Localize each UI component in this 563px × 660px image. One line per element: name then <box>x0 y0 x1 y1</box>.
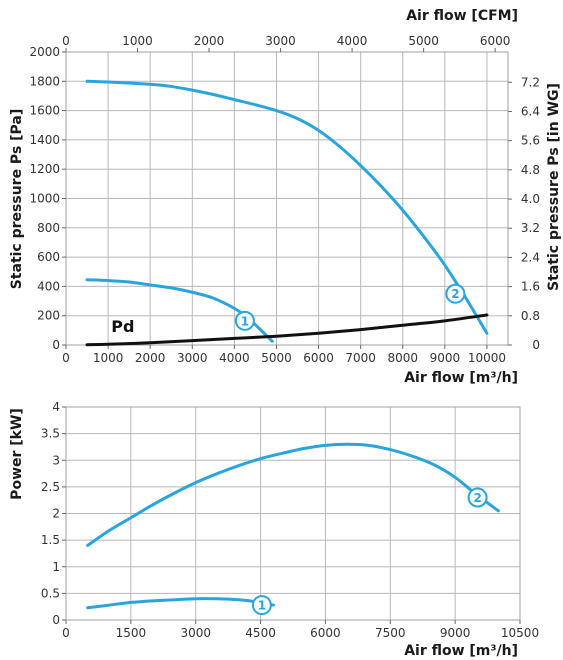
power-x-tick-label: 6000 <box>310 626 341 640</box>
pressure-y-ticks: 0 200 400 600 800 1000 1200 1400 1600 1800 2000 <box>29 45 66 352</box>
pressure-series <box>85 79 489 347</box>
pressure-curve-2 <box>85 79 489 335</box>
pressure-y-tick-label: 200 <box>37 309 60 323</box>
inwg-tick-label: 4.0 <box>521 192 540 206</box>
static-pressure-chart: 0 1000 2000 3000 4000 5000 6000 7000 8000 9000 100… <box>9 8 562 386</box>
power-grid <box>66 407 520 620</box>
inwg-tick-label: 0 <box>532 338 540 352</box>
power-y-tick-label: 1.5 <box>41 533 60 547</box>
power-curve-2 <box>86 442 500 547</box>
cfm-tick-label: 2000 <box>194 34 225 48</box>
pressure-y-tick-label: 0 <box>52 338 60 352</box>
pressure-curve-marker-label: 1 <box>241 314 249 328</box>
power-y-ticks: 0 0.5 1 1.5 2 2.5 3 3.5 4 <box>41 400 66 627</box>
cfm-axis-label: Air flow [CFM] <box>406 8 518 24</box>
pressure-annotations: 1 2 Pd <box>111 283 466 336</box>
pressure-x-ticks: 0 1000 2000 3000 4000 5000 6000 7000 8000 9000 100… <box>62 345 506 365</box>
pressure-x-tick-label: 2000 <box>135 351 166 365</box>
power-y-axis-label: Power [kW] <box>9 408 25 500</box>
pressure-x-tick-label: 5000 <box>261 351 292 365</box>
power-y-tick-label: 4 <box>52 400 60 414</box>
pressure-y-tick-label: 600 <box>37 250 60 264</box>
power-x-tick-label: 9000 <box>440 626 471 640</box>
power-curve-marker-label: 1 <box>258 599 266 613</box>
power-series <box>86 442 500 610</box>
pressure-x-tick-label: 1000 <box>93 351 124 365</box>
cfm-tick-label: 5000 <box>408 34 439 48</box>
inwg-tick-label: 0.8 <box>521 309 540 323</box>
pressure-x-tick-label: 7000 <box>345 351 376 365</box>
pd-curve-label: Pd <box>111 317 134 336</box>
pressure-curve-marker-circle <box>234 310 255 331</box>
pressure-y-tick-label: 2000 <box>29 45 60 59</box>
inwg-tick-label: 1.6 <box>521 280 540 294</box>
power-chart: 0 1500 3000 4500 6000 7500 9000 10500 0 0.5 1 1.5 2… <box>9 400 539 659</box>
power-x-tick-label: 3000 <box>180 626 211 640</box>
power-x-tick-label: 10500 <box>501 626 539 640</box>
inwg-tick-label: 3.2 <box>521 221 540 235</box>
power-annotations: 12 <box>251 487 488 616</box>
pressure-y-tick-label: 400 <box>37 279 60 293</box>
power-y-tick-label: 1 <box>52 560 60 574</box>
power-x-tick-label: 7500 <box>375 626 406 640</box>
pressure-curve-marker-label: 2 <box>451 287 459 301</box>
pressure-x-tick-label: 6000 <box>303 351 334 365</box>
power-curve-marker-label: 2 <box>473 491 481 505</box>
power-x-tick-label: 0 <box>62 626 70 640</box>
power-curve-marker-circle <box>251 595 272 616</box>
pressure-y-tick-label: 1000 <box>29 192 60 206</box>
pressure-curve-marker-circle <box>445 283 466 304</box>
power-x-axis-label: Air flow [m³/h] <box>404 643 518 659</box>
power-x-tick-label: 1500 <box>116 626 147 640</box>
inwg-tick-label: 6.4 <box>521 104 540 118</box>
pressure-y-axis-label: Static pressure Ps [Pa] <box>9 109 25 290</box>
pressure-x-tick-label: 9000 <box>430 351 461 365</box>
inwg-tick-label: 2.4 <box>521 250 540 264</box>
pressure-x-tick-label: 3000 <box>177 351 208 365</box>
inwg-tick-label: 4.8 <box>521 163 540 177</box>
power-curve-marker-circle <box>467 487 488 508</box>
pressure-cfm-ticks: 0 1000 2000 3000 4000 5000 6000 <box>62 34 510 52</box>
cfm-tick-label: 6000 <box>480 34 511 48</box>
power-y-tick-label: 0.5 <box>41 586 60 600</box>
cfm-tick-label: 4000 <box>337 34 368 48</box>
power-y-tick-label: 3 <box>52 453 60 467</box>
pressure-y-tick-label: 800 <box>37 221 60 235</box>
power-x-tick-label: 4500 <box>245 626 276 640</box>
pressure-y-tick-label: 1200 <box>29 162 60 176</box>
pressure-x-tick-label: 10000 <box>468 351 506 365</box>
power-y-tick-label: 2 <box>52 507 60 521</box>
pressure-y-tick-label: 1600 <box>29 104 60 118</box>
pressure-x-axis-label: Air flow [m³/h] <box>404 370 518 386</box>
cfm-tick-label: 0 <box>62 34 70 48</box>
power-y-tick-label: 3.5 <box>41 427 60 441</box>
inwg-tick-label: 7.2 <box>521 75 540 89</box>
power-curve-1 <box>86 597 276 610</box>
pressure-x-tick-label: 8000 <box>387 351 418 365</box>
power-y-tick-label: 2.5 <box>41 480 60 494</box>
cfm-tick-label: 1000 <box>122 34 153 48</box>
pressure-x-tick-label: 4000 <box>219 351 250 365</box>
pressure-grid <box>66 52 508 345</box>
pressure-x-tick-label: 0 <box>62 351 70 365</box>
power-x-ticks: 0 1500 3000 4500 6000 7500 9000 10500 <box>62 620 539 640</box>
pressure-y-tick-label: 1400 <box>29 133 60 147</box>
pressure-y-tick-label: 1800 <box>29 74 60 88</box>
inwg-tick-label: 5.6 <box>521 134 540 148</box>
inwg-y-axis-label: Static pressure Ps [in WG] <box>546 83 562 291</box>
power-y-tick-label: 0 <box>52 613 60 627</box>
pressure-inwg-ticks: 0 0.8 1.6 2.4 3.2 4.0 4.8 5.6 6.4 7.2 <box>508 75 540 352</box>
pressure-curve-pd <box>85 313 489 347</box>
cfm-tick-label: 3000 <box>265 34 296 48</box>
